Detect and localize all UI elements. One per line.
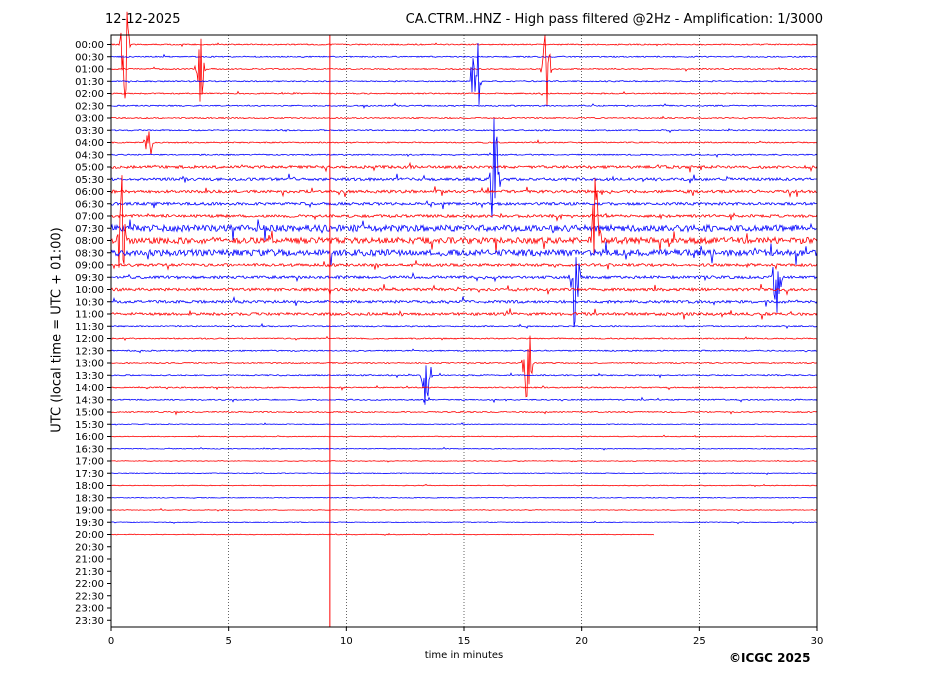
y-tick-label: 01:00 bbox=[75, 65, 104, 76]
y-tick-label: 05:00 bbox=[75, 163, 104, 174]
y-tick-label: 10:30 bbox=[75, 297, 104, 308]
trace-line bbox=[110, 90, 818, 96]
y-tick-label: 02:30 bbox=[75, 101, 104, 112]
y-tick-label: 10:00 bbox=[75, 285, 104, 296]
y-tick-label: 12:00 bbox=[75, 334, 104, 345]
trace-line bbox=[110, 260, 818, 271]
y-tick-label: 15:00 bbox=[75, 408, 104, 419]
y-tick-label: 17:00 bbox=[75, 457, 104, 468]
trace-line bbox=[110, 384, 818, 391]
y-tick-label: 05:30 bbox=[75, 175, 104, 186]
y-tick-label: 18:00 bbox=[75, 481, 104, 492]
y-tick-label: 03:30 bbox=[75, 126, 104, 137]
y-tick-label: 03:00 bbox=[75, 114, 104, 125]
y-tick-label: 09:00 bbox=[75, 261, 104, 272]
y-tick-label: 17:30 bbox=[75, 469, 104, 480]
y-tick-label: 13:30 bbox=[75, 371, 104, 382]
y-tick-label: 22:30 bbox=[75, 591, 104, 602]
y-tick-label: 23:00 bbox=[75, 604, 104, 615]
trace-line bbox=[110, 295, 818, 307]
y-tick-label: 00:30 bbox=[75, 52, 104, 63]
y-tick-label: 16:00 bbox=[75, 432, 104, 443]
date-label: 12-12-2025 bbox=[105, 12, 181, 27]
y-tick-label: 11:30 bbox=[75, 322, 104, 333]
x-tick-label: 5 bbox=[225, 636, 231, 647]
y-tick-label: 06:00 bbox=[75, 187, 104, 198]
trace-line bbox=[110, 422, 818, 426]
trace-line bbox=[110, 200, 817, 210]
trace-line bbox=[111, 446, 818, 451]
y-tick-label: 21:00 bbox=[75, 555, 104, 566]
y-tick-label: 04:00 bbox=[75, 138, 104, 149]
y-tick-label: 19:00 bbox=[75, 506, 104, 517]
y-tick-label: 20:00 bbox=[75, 530, 104, 541]
y-tick-label: 19:30 bbox=[75, 518, 104, 529]
plot-frame bbox=[110, 34, 818, 628]
y-tick-label: 07:00 bbox=[75, 212, 104, 223]
x-tick-label: 15 bbox=[458, 636, 471, 647]
x-tick-label: 10 bbox=[340, 636, 353, 647]
y-tick-label: 21:30 bbox=[75, 567, 104, 578]
trace-line bbox=[110, 11, 818, 99]
trace-line bbox=[110, 410, 818, 416]
y-tick-label: 04:30 bbox=[75, 150, 104, 161]
y-tick-label: 23:30 bbox=[75, 616, 104, 627]
x-tick-group: 0 5 10 15 20 25 30 bbox=[108, 627, 824, 647]
copyright-credit: ©ICGC 2025 bbox=[729, 651, 811, 665]
trace-line bbox=[111, 434, 818, 438]
trace-line bbox=[110, 115, 818, 120]
trace-line bbox=[110, 186, 818, 198]
x-axis-label: time in minutes bbox=[424, 650, 504, 661]
y-tick-label: 12:30 bbox=[75, 346, 104, 357]
chart-title: CA.CTRM..HNZ - High pass filtered @2Hz -… bbox=[405, 12, 823, 27]
y-tick-label: 11:00 bbox=[75, 310, 104, 321]
trace-line bbox=[110, 257, 818, 327]
y-tick-label: 22:00 bbox=[75, 579, 104, 590]
y-tick-label: 16:30 bbox=[75, 444, 104, 455]
trace-line bbox=[110, 128, 818, 134]
y-tick-label: 02:00 bbox=[75, 89, 104, 100]
y-tick-label: 14:00 bbox=[75, 383, 104, 394]
trace-line bbox=[110, 131, 818, 155]
y-tick-label: 18:30 bbox=[75, 493, 104, 504]
y-tick-label: 13:00 bbox=[75, 359, 104, 370]
x-tick-label: 30 bbox=[811, 636, 824, 647]
y-tick-label: 08:30 bbox=[75, 248, 104, 259]
trace-line bbox=[111, 507, 818, 512]
y-tick-label: 14:30 bbox=[75, 395, 104, 406]
y-tick-label: 08:00 bbox=[75, 236, 104, 247]
y-tick-label: 06:30 bbox=[75, 199, 104, 210]
x-tick-label: 20 bbox=[575, 636, 588, 647]
x-tick-label: 25 bbox=[693, 636, 706, 647]
trace-line bbox=[110, 396, 818, 404]
y-tick-label: 15:30 bbox=[75, 420, 104, 431]
trace-line bbox=[110, 532, 655, 536]
x-tick-label: 0 bbox=[108, 636, 114, 647]
y-tick-label: 01:30 bbox=[75, 77, 104, 88]
trace-line bbox=[110, 152, 818, 158]
y-tick-label: 07:30 bbox=[75, 224, 104, 235]
grid-lines bbox=[228, 35, 700, 627]
y-tick-label: 09:30 bbox=[75, 273, 104, 284]
y-tick-label: 00:00 bbox=[75, 40, 104, 51]
trace-line bbox=[110, 102, 818, 109]
y-tick-label: 20:30 bbox=[75, 542, 104, 553]
trace-line bbox=[110, 212, 818, 222]
